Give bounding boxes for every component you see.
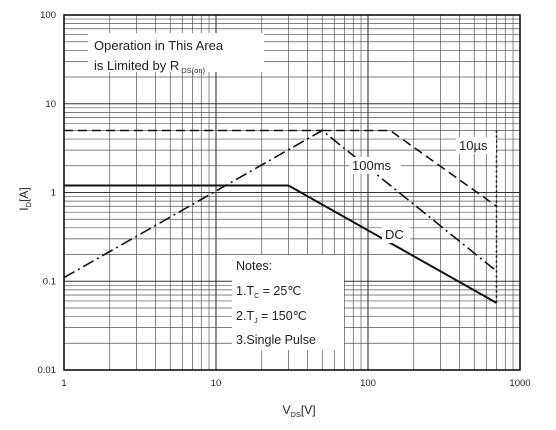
label-10us: 10µs — [459, 138, 488, 153]
note-1: 1.TC = 25℃ — [236, 284, 301, 300]
notes-bg — [232, 255, 344, 350]
series-layer — [63, 129, 498, 304]
y-tick-label: 1 — [51, 188, 56, 199]
notes-title: Notes: — [236, 259, 272, 273]
x-tick-label: 1000 — [509, 378, 530, 389]
label-dc-bg — [382, 226, 410, 243]
note-3: 3.Single Pulse — [236, 333, 316, 347]
tick-labels: 1 10 100 1000 100 10 1 0.1 0.01 — [38, 10, 531, 389]
x-tick-label: 1 — [61, 378, 66, 389]
y-tick-label: 10 — [45, 99, 56, 110]
label-100ms-bg — [349, 157, 401, 174]
x-axis-label: VDS[V] — [282, 403, 315, 419]
rds-annotation-line2: is Limited by R DS(on) — [94, 58, 206, 75]
label-100ms: 100ms — [352, 158, 392, 173]
series-10s — [322, 129, 497, 207]
x-tick-label: 10 — [211, 378, 222, 389]
label-dc: DC — [385, 227, 404, 242]
plot-frame — [63, 14, 521, 371]
y-tick-label: 0.01 — [38, 365, 57, 376]
x-tick-label: 100 — [360, 378, 376, 389]
series-100ms — [63, 129, 498, 279]
y-tick-label: 100 — [40, 10, 56, 21]
y-axis-label: ID[A] — [17, 187, 33, 210]
rds-annotation-bg — [88, 33, 264, 72]
series-dc — [64, 184, 497, 304]
y-tick-label: 0.1 — [43, 276, 56, 287]
note-2: 2.TJ = 150℃ — [236, 309, 307, 325]
rds-annotation-line1: Operation in This Area — [94, 38, 224, 53]
label-10us-bg — [456, 137, 496, 154]
